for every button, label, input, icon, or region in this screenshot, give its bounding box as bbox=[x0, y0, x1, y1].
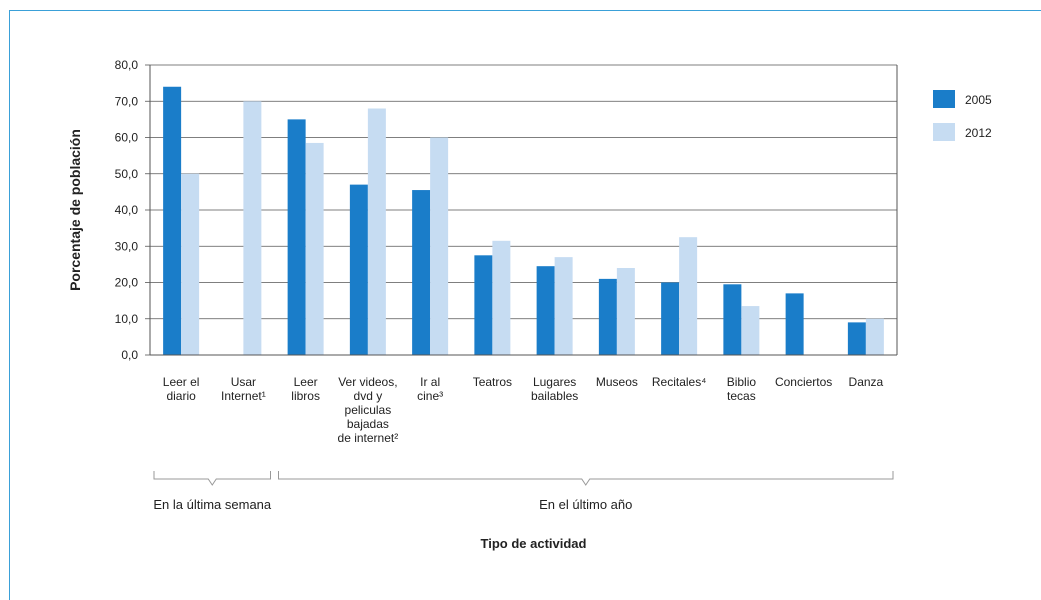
category-label: Ver videos, dvd y peliculas bajadas de inter… bbox=[338, 375, 399, 445]
axes bbox=[149, 65, 898, 356]
y-tick-label: 30,0 bbox=[115, 239, 139, 253]
y-tick-label: 80,0 bbox=[115, 58, 139, 72]
category-label: Leer libros bbox=[291, 375, 320, 403]
bar-2005 bbox=[598, 278, 617, 355]
category-label: Usar Internet¹ bbox=[221, 375, 266, 403]
legend: 2005 2012 bbox=[933, 90, 992, 141]
bar-2012 bbox=[181, 173, 200, 355]
bar-2012 bbox=[616, 268, 635, 355]
bar-2012 bbox=[367, 108, 386, 355]
category-label: Recitales⁴ bbox=[652, 375, 707, 389]
group-label: En el último año bbox=[539, 497, 632, 512]
bar-2012 bbox=[679, 237, 698, 355]
group-bracket bbox=[278, 471, 894, 486]
bar-2012 bbox=[305, 142, 324, 355]
x-axis-title: Tipo de actividad bbox=[481, 536, 587, 551]
category-label: Museos bbox=[596, 375, 638, 389]
legend-label-2012: 2012 bbox=[965, 126, 992, 140]
bar-2012 bbox=[554, 257, 573, 355]
category-label: Danza bbox=[849, 375, 884, 389]
chart-frame: 0,0 10,0 20,0 30,0 40,0 50,0 60,0 70,0 80,0 Leer… bbox=[9, 10, 1041, 600]
bar-2012 bbox=[492, 240, 511, 355]
bar-2005 bbox=[163, 86, 182, 355]
bar-2005 bbox=[287, 119, 306, 355]
bar-2012 bbox=[865, 318, 884, 355]
group-bracket bbox=[153, 471, 271, 486]
bar-2005 bbox=[785, 293, 804, 355]
y-axis-ticks: 0,0 10,0 20,0 30,0 40,0 50,0 60,0 70,0 80,0 bbox=[115, 58, 139, 362]
category-label: Ir al cine³ bbox=[417, 375, 443, 403]
bar-2005 bbox=[723, 284, 742, 355]
legend-label-2005: 2005 bbox=[965, 93, 992, 107]
y-tick-label: 20,0 bbox=[115, 276, 139, 290]
category-label: Biblio tecas bbox=[727, 375, 757, 403]
category-label: Lugares bailables bbox=[531, 375, 578, 403]
legend-swatch-2012 bbox=[933, 123, 955, 141]
category-label: Conciertos bbox=[775, 375, 832, 389]
bar-2005 bbox=[847, 322, 866, 355]
y-axis-title: Porcentaje de población bbox=[67, 129, 83, 291]
category-labels: Leer el diario Usar Internet¹ Leer libros Ver … bbox=[163, 375, 884, 445]
bars bbox=[163, 86, 884, 355]
group-label: En la última semana bbox=[153, 497, 272, 512]
bar-2012 bbox=[741, 306, 760, 355]
bar-2005 bbox=[412, 190, 431, 355]
gridlines bbox=[145, 64, 897, 356]
y-tick-label: 10,0 bbox=[115, 312, 139, 326]
y-tick-label: 40,0 bbox=[115, 203, 139, 217]
y-tick-label: 50,0 bbox=[115, 167, 139, 181]
bar-2005 bbox=[349, 184, 368, 355]
bar-chart: 0,0 10,0 20,0 30,0 40,0 50,0 60,0 70,0 80,0 Leer… bbox=[67, 58, 992, 551]
bar-2005 bbox=[661, 282, 680, 355]
legend-swatch-2005 bbox=[933, 90, 955, 108]
bar-2012 bbox=[430, 137, 449, 355]
category-label: Teatros bbox=[473, 375, 512, 389]
bar-2005 bbox=[536, 266, 555, 355]
y-tick-label: 0,0 bbox=[121, 348, 138, 362]
bar-2012 bbox=[243, 101, 262, 355]
group-brackets: En la última semana En el último año bbox=[153, 471, 894, 512]
y-tick-label: 70,0 bbox=[115, 94, 139, 108]
bar-2005 bbox=[474, 255, 493, 355]
y-tick-label: 60,0 bbox=[115, 131, 139, 145]
category-label: Leer el diario bbox=[163, 375, 200, 403]
